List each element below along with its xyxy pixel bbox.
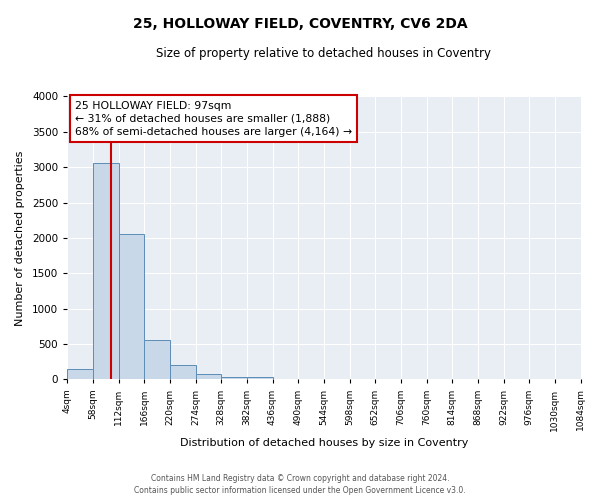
Text: 25, HOLLOWAY FIELD, COVENTRY, CV6 2DA: 25, HOLLOWAY FIELD, COVENTRY, CV6 2DA	[133, 18, 467, 32]
X-axis label: Distribution of detached houses by size in Coventry: Distribution of detached houses by size …	[179, 438, 468, 448]
Bar	[144, 340, 170, 380]
Bar	[67, 369, 93, 380]
Y-axis label: Number of detached properties: Number of detached properties	[15, 150, 25, 326]
Bar	[221, 377, 247, 380]
Bar	[196, 374, 221, 380]
Bar	[119, 234, 144, 380]
Bar	[170, 365, 196, 380]
Bar	[93, 163, 119, 380]
Bar	[247, 378, 272, 380]
Title: Size of property relative to detached houses in Coventry: Size of property relative to detached ho…	[157, 48, 491, 60]
Text: Contains HM Land Registry data © Crown copyright and database right 2024.
Contai: Contains HM Land Registry data © Crown c…	[134, 474, 466, 495]
Text: 25 HOLLOWAY FIELD: 97sqm
← 31% of detached houses are smaller (1,888)
68% of sem: 25 HOLLOWAY FIELD: 97sqm ← 31% of detach…	[75, 100, 352, 137]
